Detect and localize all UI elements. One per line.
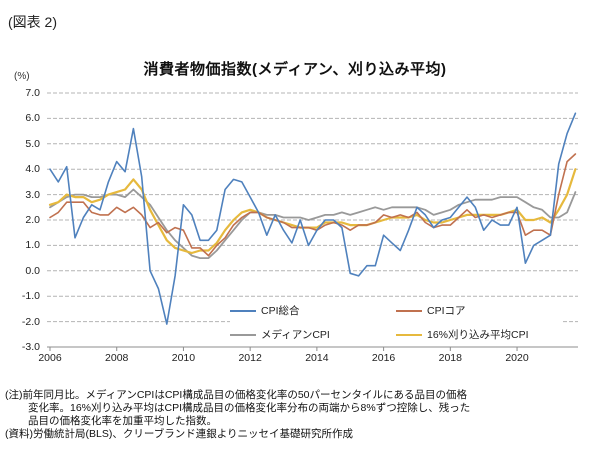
note-line-3: 品目の価格変化率を加重平均した指数。 bbox=[28, 415, 217, 427]
y-axis-unit-label: (%) bbox=[14, 71, 30, 82]
x-tick-label: 2014 bbox=[305, 352, 329, 364]
figure-label: (図表 2) bbox=[8, 14, 57, 30]
note-line-2: 変化率。16%刈り込み平均はCPI構成品目の価格変化率分布の両端から8%ずつ控除… bbox=[28, 402, 471, 414]
x-tick-label: 2020 bbox=[505, 352, 529, 364]
series-line-median-cpi bbox=[49, 188, 577, 260]
legend-label: CPIコア bbox=[427, 305, 466, 317]
legend-marker-trimmed-mean-cpi bbox=[396, 333, 422, 336]
y-tick-label: -2.0 bbox=[21, 315, 40, 328]
legend-marker-median-cpi bbox=[230, 333, 256, 336]
y-tick-label: -3.0 bbox=[21, 341, 40, 353]
legend-marker-cpi-all bbox=[230, 309, 256, 312]
y-tick-label: 5.0 bbox=[25, 137, 40, 150]
x-tick-label: 2010 bbox=[171, 352, 196, 364]
y-tick-label: 4.0 bbox=[25, 163, 40, 176]
legend-label: CPI総合 bbox=[261, 305, 300, 317]
series-line-cpi-core bbox=[49, 153, 577, 257]
note-line-1: (注)前年同月比。メディアンCPIはCPI構成品目の価格変化率の50パーセンタイ… bbox=[5, 389, 468, 401]
y-tick-label: 1.0 bbox=[25, 239, 40, 252]
y-tick-label: -1.0 bbox=[21, 290, 40, 303]
y-tick-label: 3.0 bbox=[25, 188, 40, 201]
legend-marker-cpi-core bbox=[396, 309, 422, 312]
x-tick-label: 2008 bbox=[105, 352, 129, 364]
legend-item-median-cpi: メディアンCPI bbox=[230, 327, 396, 342]
legend-item-cpi-all: CPI総合 bbox=[230, 303, 396, 318]
series-line-cpi-all bbox=[49, 112, 577, 325]
chart-notes: (注)前年同月比。メディアンCPIはCPI構成品目の価格変化率の50パーセンタイ… bbox=[5, 389, 580, 441]
x-tick-label: 2018 bbox=[438, 352, 462, 364]
legend-label: メディアンCPI bbox=[261, 329, 330, 341]
y-tick-label: 7.0 bbox=[25, 87, 40, 99]
x-tick-label: 2012 bbox=[238, 352, 262, 364]
x-tick-label: 2016 bbox=[371, 352, 396, 364]
chart-title: 消費者物価指数(メディアン、刈り込み平均) bbox=[143, 61, 447, 78]
legend-item-trimmed-mean-cpi: 16%刈り込み平均CPI bbox=[396, 327, 562, 342]
legend-item-cpi-core: CPIコア bbox=[396, 303, 562, 318]
y-tick-label: 2.0 bbox=[25, 214, 40, 226]
chart-legend: CPI総合 CPIコアメディアンCPI 16%刈り込み平均CPI bbox=[230, 301, 562, 344]
legend-label: 16%刈り込み平均CPI bbox=[427, 329, 529, 341]
series-line-trimmed-mean-cpi bbox=[48, 168, 577, 255]
y-tick-label: 0.0 bbox=[25, 264, 40, 277]
y-tick-label: 6.0 bbox=[25, 112, 40, 125]
x-tick-label: 2006 bbox=[38, 352, 62, 364]
note-line-4: (資料)労働統計局(BLS)、クリーブランド連銀よりニッセイ基礎研究所作成 bbox=[5, 428, 353, 440]
